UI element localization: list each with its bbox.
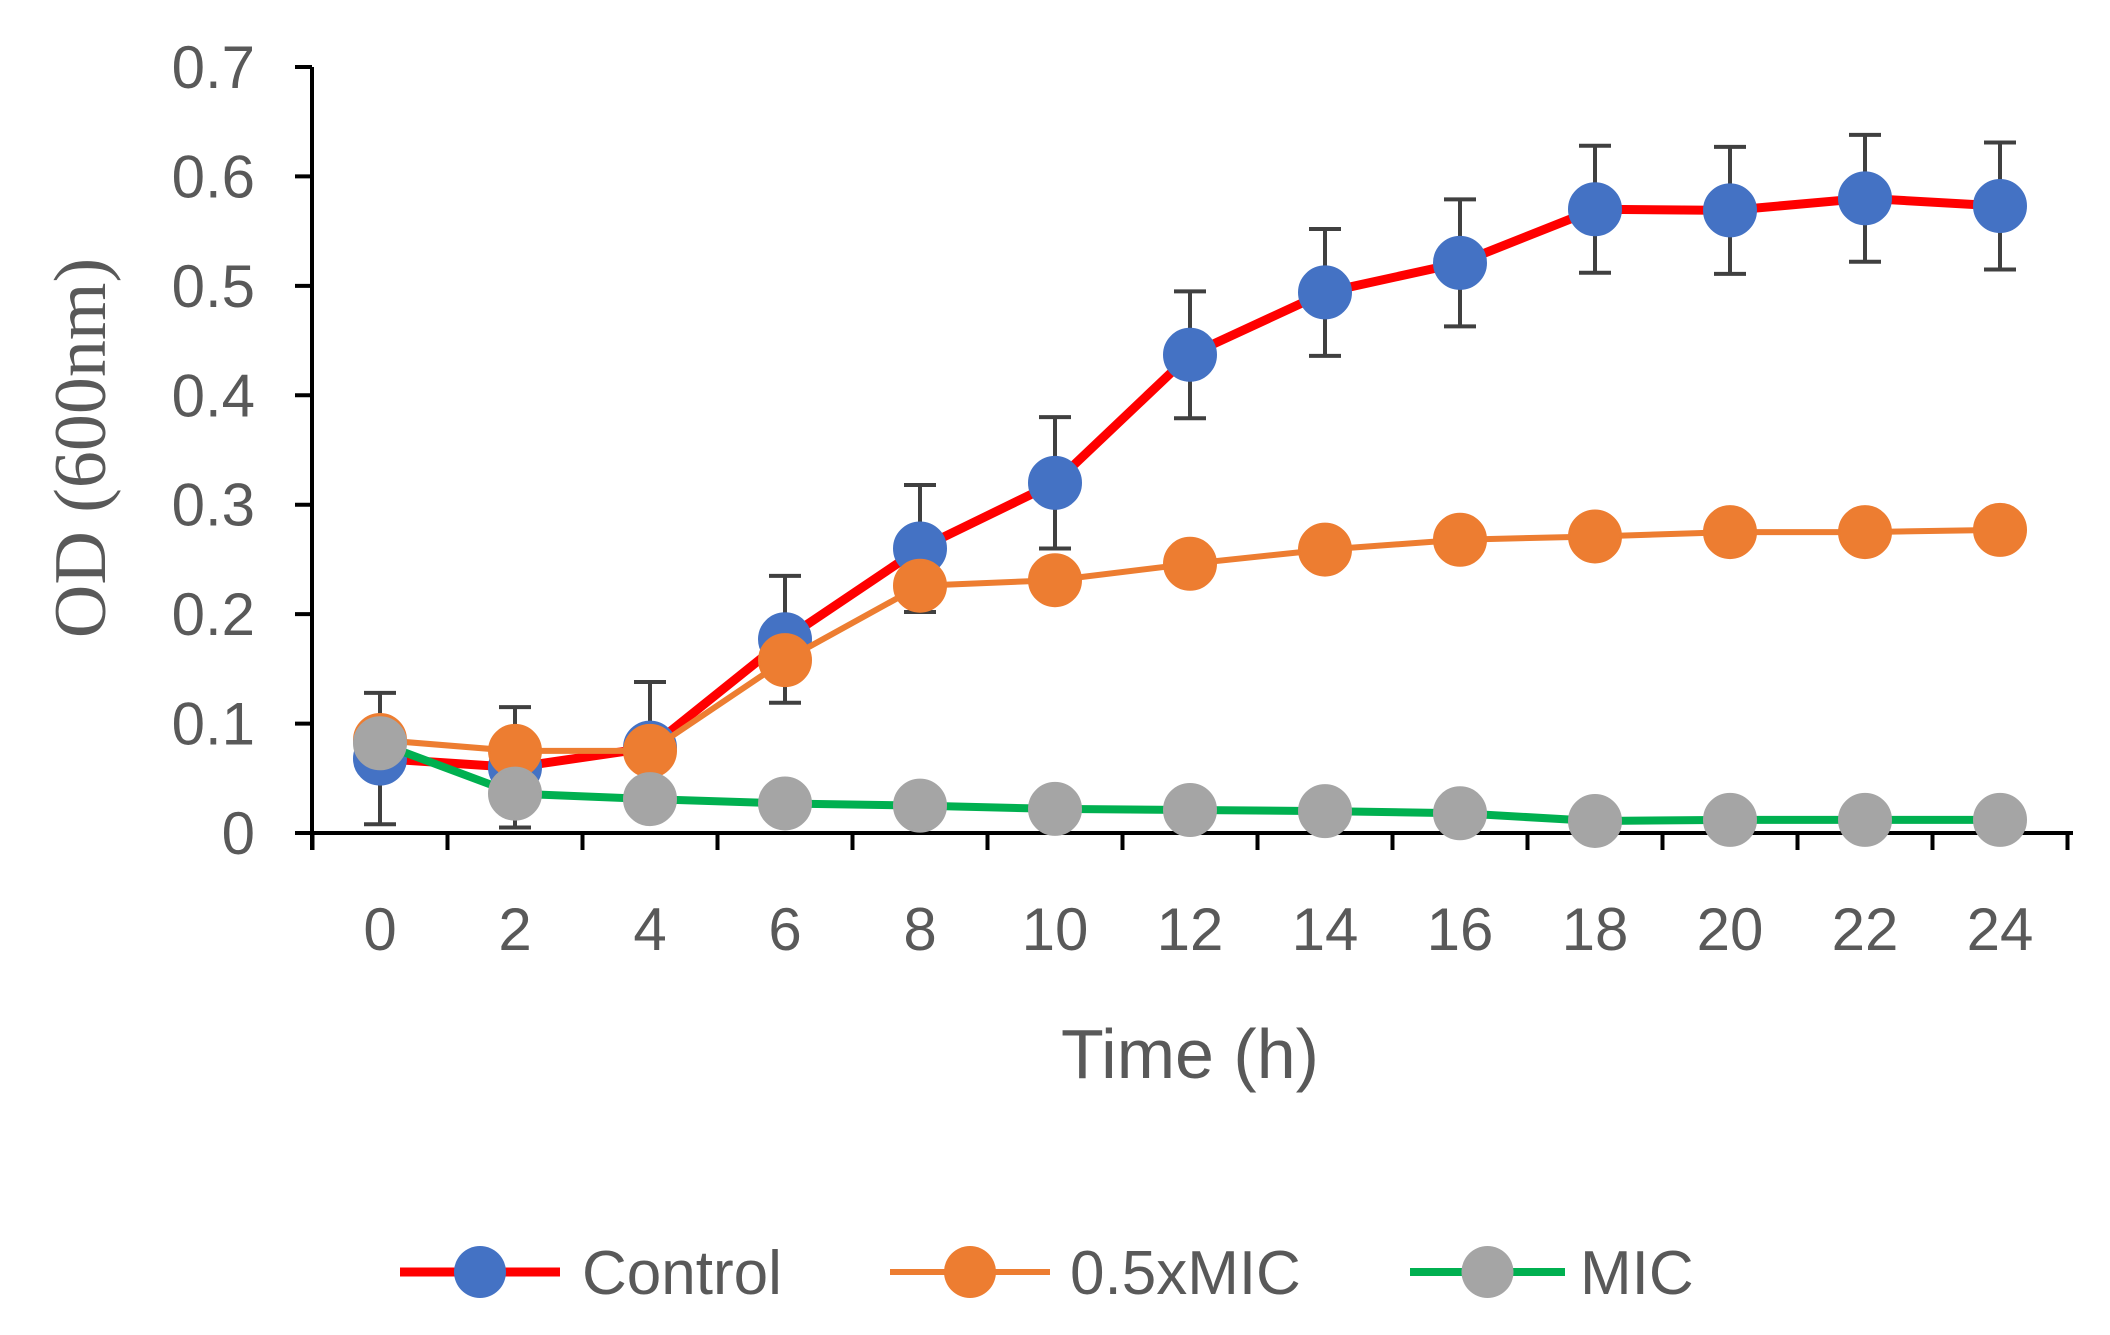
x-tick-label: 10 <box>1022 896 1089 963</box>
y-tick-label: 0.3 <box>172 472 255 539</box>
data-point <box>1838 792 1892 847</box>
series-mic <box>353 716 2027 848</box>
y-tick-label: 0 <box>222 800 255 867</box>
legend: Control 0.5xMIC MIC <box>400 1239 1694 1308</box>
legend-marker <box>454 1246 506 1298</box>
chart-series <box>353 132 2027 848</box>
data-point <box>1028 553 1082 608</box>
data-point <box>1703 505 1757 560</box>
data-point <box>1163 783 1217 838</box>
data-point <box>1703 792 1757 847</box>
legend-marker <box>944 1246 996 1298</box>
x-tick-label: 22 <box>1832 896 1899 963</box>
x-tick-label: 0 <box>363 896 396 963</box>
x-tick-label: 16 <box>1427 896 1494 963</box>
data-point <box>1163 536 1217 591</box>
data-point <box>1298 784 1352 839</box>
data-point <box>623 772 677 827</box>
y-tick-label: 0.7 <box>172 34 255 101</box>
data-point <box>623 723 677 778</box>
data-point <box>893 558 947 613</box>
x-tick-label: 20 <box>1697 896 1764 963</box>
x-tick-label: 8 <box>903 896 936 963</box>
x-tick-label: 24 <box>1967 896 2034 963</box>
y-tick-label: 0.4 <box>172 362 255 429</box>
y-tick-label: 0.5 <box>172 253 255 320</box>
data-point <box>758 776 812 831</box>
data-point <box>1703 183 1757 238</box>
data-point <box>1838 505 1892 560</box>
data-point <box>488 766 542 821</box>
data-point <box>1568 509 1622 564</box>
data-point <box>1433 786 1487 841</box>
x-tick-label: 6 <box>768 896 801 963</box>
legend-item: Control <box>400 1239 782 1308</box>
legend-item: MIC <box>1410 1239 1694 1308</box>
data-point <box>1973 792 2027 847</box>
data-point <box>1973 178 2027 233</box>
x-tick-label: 2 <box>498 896 531 963</box>
legend-label: MIC <box>1580 1239 1694 1308</box>
data-point <box>1028 781 1082 836</box>
chart-axes: 00.10.20.30.40.50.60.70 2 4 6 8 10 12 14 16 18 20 2… <box>172 34 2073 963</box>
x-tick-label: 14 <box>1292 896 1359 963</box>
y-tick-label: 0.2 <box>172 581 255 648</box>
legend-marker <box>1461 1246 1514 1298</box>
series-0-5xmic <box>353 502 2027 778</box>
data-point <box>1433 512 1487 567</box>
y-tick-label: 0.1 <box>172 691 255 758</box>
legend-label: 0.5xMIC <box>1070 1239 1301 1308</box>
x-tick-label: 12 <box>1157 896 1224 963</box>
legend-item: 0.5xMIC <box>890 1239 1301 1308</box>
data-point <box>353 716 407 771</box>
x-axis-title: Time (h) <box>1061 1015 1319 1093</box>
series-control <box>353 132 2027 830</box>
legend-label: Control <box>582 1239 782 1308</box>
data-point <box>1568 793 1622 848</box>
data-point <box>893 778 947 833</box>
data-point <box>1028 455 1082 510</box>
data-point <box>1433 235 1487 290</box>
y-axis-title: OD (600nm) <box>40 258 122 638</box>
data-point <box>758 633 812 688</box>
data-point <box>1298 265 1352 320</box>
data-point <box>1298 522 1352 577</box>
x-tick-label: 18 <box>1562 896 1629 963</box>
data-point <box>1568 182 1622 237</box>
data-point <box>1163 327 1217 382</box>
x-tick-label: 4 <box>633 896 666 963</box>
y-tick-label: 0.6 <box>172 143 255 210</box>
data-point <box>1838 171 1892 226</box>
series-line <box>375 193 2005 772</box>
data-point <box>1973 502 2027 557</box>
